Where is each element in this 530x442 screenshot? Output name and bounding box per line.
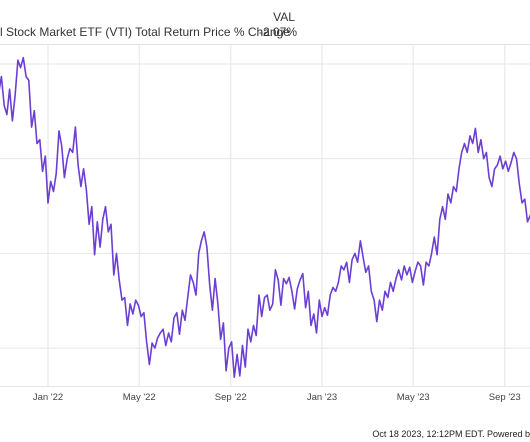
value-column-label: VAL — [273, 10, 295, 24]
grid — [0, 45, 530, 387]
footer-timestamp: Oct 18 2023, 12:12PM EDT. Powered b — [372, 429, 530, 439]
x-tick-label: May '22 — [123, 392, 156, 403]
series-line-vti — [0, 56, 530, 378]
value-column-value: -2.07% — [259, 25, 297, 39]
x-axis-ticks: Jan '22 May '22 Sep '22 Jan '23 May '23 Sep '… — [33, 392, 521, 403]
x-tick-label: Jan '22 — [33, 392, 63, 403]
x-tick-label: May '23 — [397, 392, 430, 403]
x-tick-label: Sep '22 — [215, 392, 247, 403]
x-tick-label: Sep '23 — [489, 392, 521, 403]
series-label: l Stock Market ETF (VTI) Total Return Pr… — [0, 25, 290, 39]
x-tick-label: Jan '23 — [307, 392, 337, 403]
